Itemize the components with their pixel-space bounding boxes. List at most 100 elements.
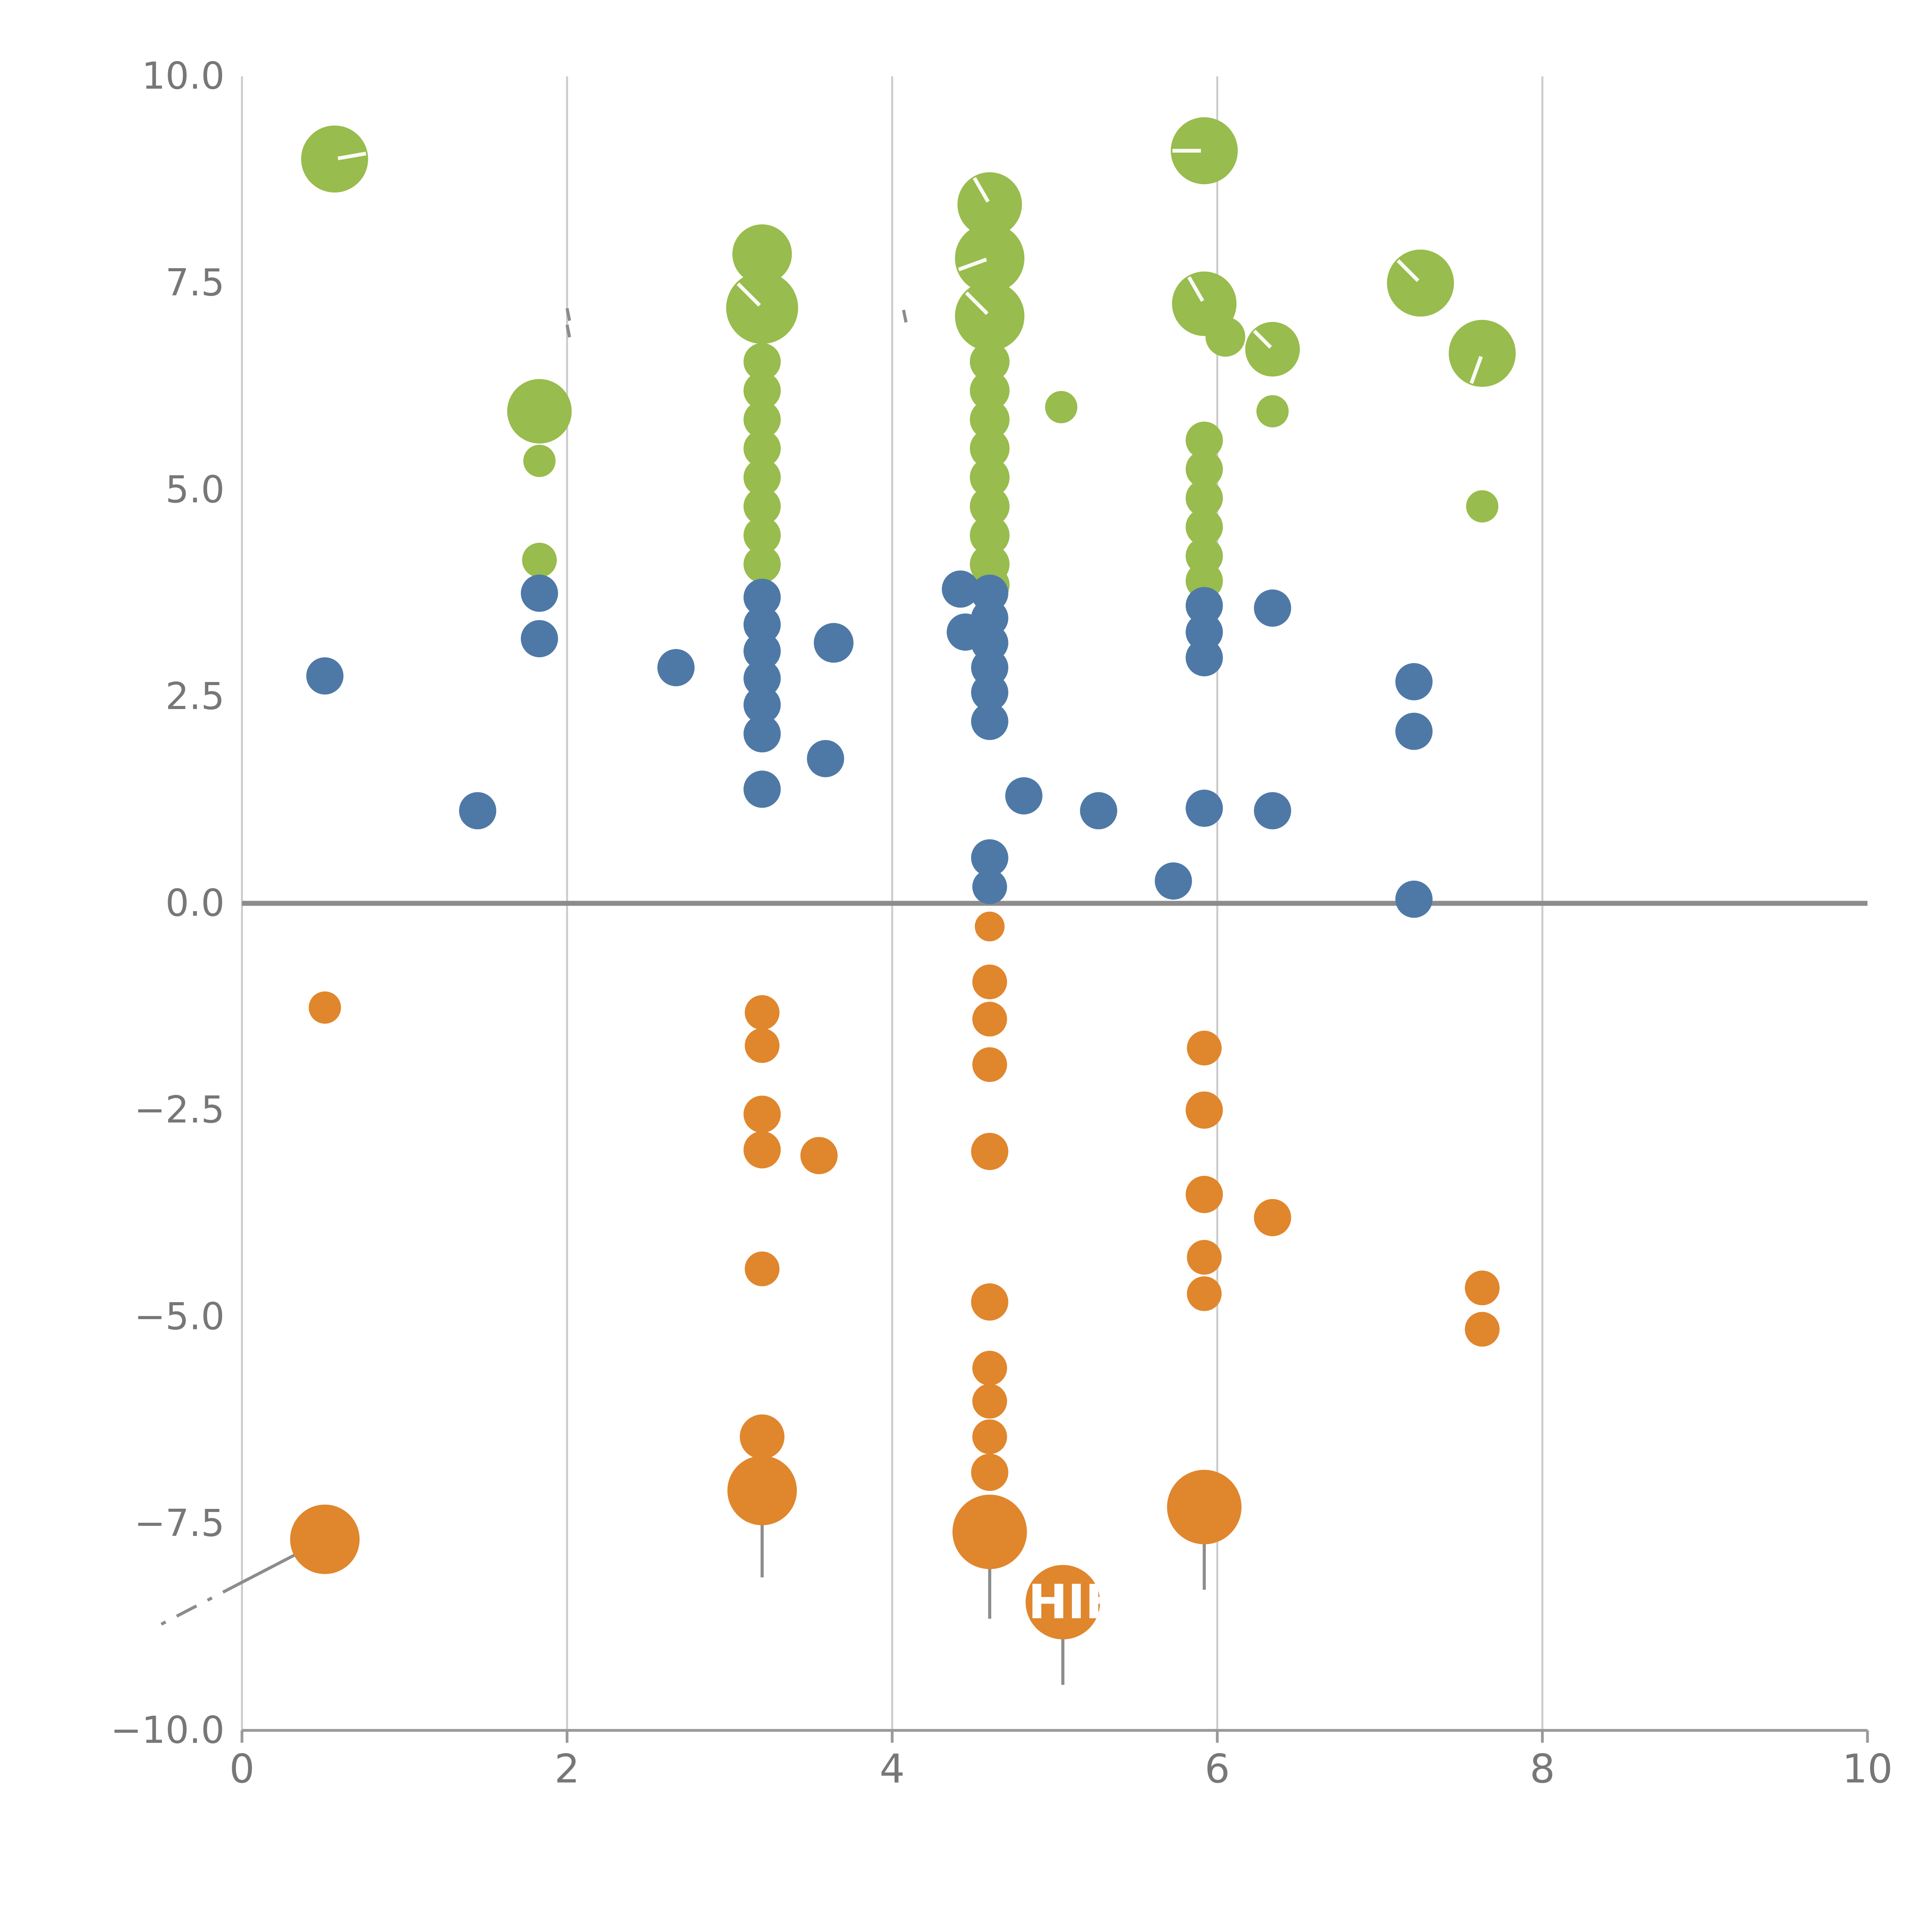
bubble-green — [955, 223, 1025, 293]
bubble-green — [969, 457, 1010, 497]
x-tick-label: 10 — [1842, 1746, 1893, 1792]
bubble-green — [1256, 395, 1289, 428]
series-orange — [290, 912, 1500, 1639]
y-tick-label: −10.0 — [111, 1708, 224, 1752]
bubble-orange — [309, 991, 341, 1024]
bubble-blue — [1395, 663, 1433, 701]
bubble-green — [743, 459, 781, 496]
bubble-tick-icon — [965, 291, 989, 315]
bubble-green — [523, 445, 556, 477]
bubble-green — [957, 172, 1022, 237]
bubble-orange — [1167, 1469, 1242, 1544]
series-green — [301, 117, 1516, 605]
bubble-blue — [459, 792, 497, 830]
bubble-green — [507, 379, 572, 444]
bubble-orange — [1185, 1091, 1223, 1129]
y-tick-label: 10.0 — [142, 54, 224, 98]
bubble-orange — [952, 1495, 1027, 1569]
bubble-blue — [1395, 713, 1433, 750]
bubble-orange — [740, 1414, 785, 1459]
bubble-tick-icon — [736, 282, 761, 307]
stray-dash — [902, 310, 908, 323]
bubble-orange — [745, 1251, 780, 1286]
bubble-green — [1185, 450, 1223, 488]
y-tick-label: −5.0 — [134, 1295, 224, 1338]
bubble-orange — [972, 1002, 1007, 1037]
bubble-orange — [972, 1419, 1007, 1454]
y-tick-label: 0.0 — [165, 881, 224, 925]
bubble-tick-icon — [958, 257, 987, 272]
bubble-blue — [1254, 792, 1291, 830]
bubble-orange — [1187, 1240, 1222, 1275]
y-tick-label: 5.0 — [165, 468, 224, 511]
bubble-orange — [1187, 1031, 1222, 1066]
bubble-orange — [290, 1504, 360, 1574]
bubble-orange — [1254, 1199, 1291, 1236]
bubble-tick-icon — [973, 177, 990, 203]
y-tick-label: 2.5 — [165, 675, 224, 718]
bubble-green — [969, 342, 1010, 382]
bubble-green — [955, 281, 1025, 351]
bubble-green — [1205, 317, 1245, 357]
bubble-blue — [971, 839, 1009, 877]
bubble-blue — [743, 632, 781, 670]
y-tick-label: −2.5 — [134, 1088, 224, 1131]
bubble-blue — [1185, 789, 1223, 827]
series-blue — [306, 570, 1433, 918]
x-tick-label: 6 — [1205, 1746, 1230, 1792]
bubble-orange — [972, 964, 1007, 1000]
bubble-green — [743, 430, 781, 467]
bubble-blue — [1185, 639, 1223, 677]
bubble-orange — [972, 1047, 1007, 1082]
bubble-green — [1245, 322, 1300, 377]
bubble-blue — [971, 673, 1009, 711]
bubble-orange — [972, 1384, 1007, 1419]
y-tick-label: 7.5 — [165, 261, 224, 304]
bubble-orange — [1465, 1270, 1500, 1306]
bubble-blue — [814, 623, 854, 663]
bubble-tick-icon — [337, 151, 366, 160]
bubble-tick-icon — [1253, 329, 1272, 349]
bubble-orange — [971, 1133, 1009, 1170]
stray-dash — [565, 324, 571, 338]
bubble-orange — [971, 1283, 1009, 1321]
bubble-blue — [807, 740, 844, 777]
bubble-tick-icon — [1469, 356, 1483, 384]
bubble-green — [301, 125, 368, 193]
bubble-orange — [743, 1131, 781, 1168]
bubble-green — [743, 517, 781, 554]
bubble-blue — [743, 686, 781, 724]
bubble-green — [1466, 490, 1498, 523]
bubble-orange — [800, 1137, 838, 1174]
bubble-orange — [972, 1350, 1007, 1386]
bubble-blue — [942, 570, 979, 608]
bubble-green — [1185, 508, 1223, 546]
bubble-blue — [743, 606, 781, 643]
bubble-orange — [745, 1028, 780, 1063]
bubble-label: HIE — [1028, 1575, 1117, 1629]
bubble-blue — [1185, 613, 1223, 651]
bubble-green — [1170, 117, 1238, 184]
bubble-green — [743, 546, 781, 583]
bubble-green — [726, 272, 798, 344]
bubble-orange — [1185, 1176, 1223, 1213]
bubble-blue — [1395, 880, 1433, 918]
x-tick-label: 0 — [230, 1746, 255, 1792]
bubble-green — [1387, 249, 1454, 317]
bubble-green — [743, 401, 781, 438]
leader-line-dashed — [160, 1580, 244, 1626]
bubble-green — [743, 488, 781, 525]
stray-dash — [565, 308, 571, 321]
bubble-blue — [306, 657, 344, 695]
x-tick-label: 8 — [1530, 1746, 1555, 1792]
y-tick-label: −7.5 — [134, 1502, 224, 1545]
bubble-tick-icon — [1396, 259, 1420, 282]
bubble-blue — [657, 649, 695, 687]
bubble-blue — [972, 869, 1007, 904]
bubble-blue — [520, 575, 558, 612]
bubble-green — [969, 429, 1010, 469]
bubble-green — [1185, 422, 1223, 459]
bubble-blue — [1080, 792, 1117, 830]
bubble-tick-icon — [1187, 276, 1204, 302]
